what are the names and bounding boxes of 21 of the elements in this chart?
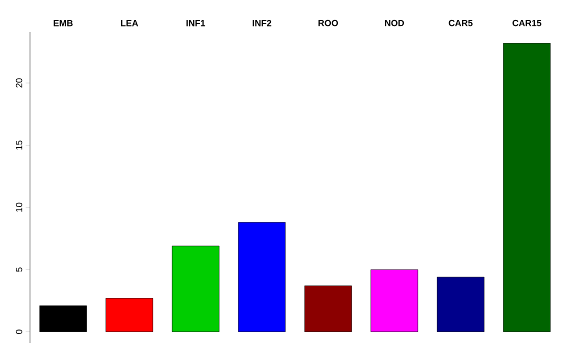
bar — [39, 305, 87, 332]
y-tick-label: 15 — [16, 140, 22, 150]
x-tick-label: LEA — [121, 20, 138, 26]
y-tick-label: 5 — [16, 267, 22, 272]
x-tick-label: CAR5 — [448, 20, 473, 26]
y-tick-label: 10 — [16, 202, 22, 212]
bar — [370, 269, 418, 332]
y-tick-label: 0 — [16, 330, 22, 334]
bar — [436, 276, 484, 332]
y-tick-label: 20 — [16, 78, 22, 88]
bar — [106, 298, 154, 332]
x-tick-label: INF1 — [186, 20, 206, 26]
x-tick-label: INF2 — [252, 20, 272, 26]
bar — [304, 286, 352, 332]
bar — [238, 222, 286, 332]
x-tick-label: NOD — [385, 20, 404, 26]
x-tick-label: ROO — [318, 20, 338, 26]
x-tick-label: EMB — [54, 20, 73, 26]
bar — [503, 42, 551, 332]
bar — [172, 246, 220, 332]
x-tick-label: CAR15 — [512, 20, 542, 26]
